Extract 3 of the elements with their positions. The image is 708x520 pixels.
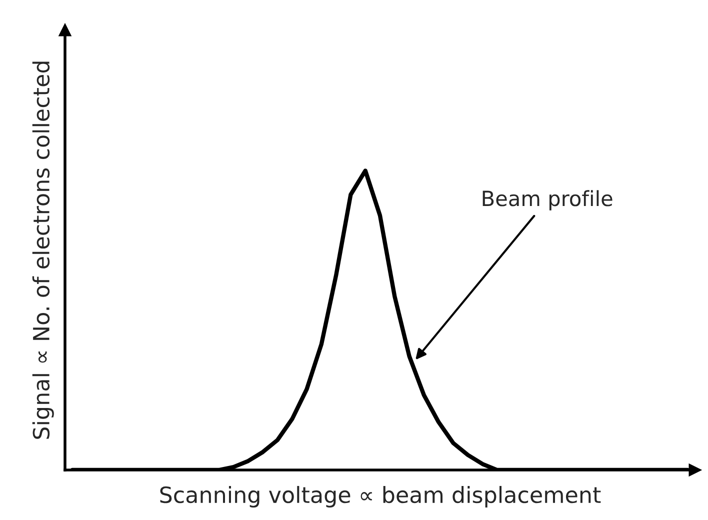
annotation: Beam profile	[482, 190, 612, 210]
y-axis-title: Signal ∝ No. of electrons collected	[32, 62, 54, 439]
x-axis-title: Scanning voltage ∝ beam displacement	[160, 486, 601, 508]
